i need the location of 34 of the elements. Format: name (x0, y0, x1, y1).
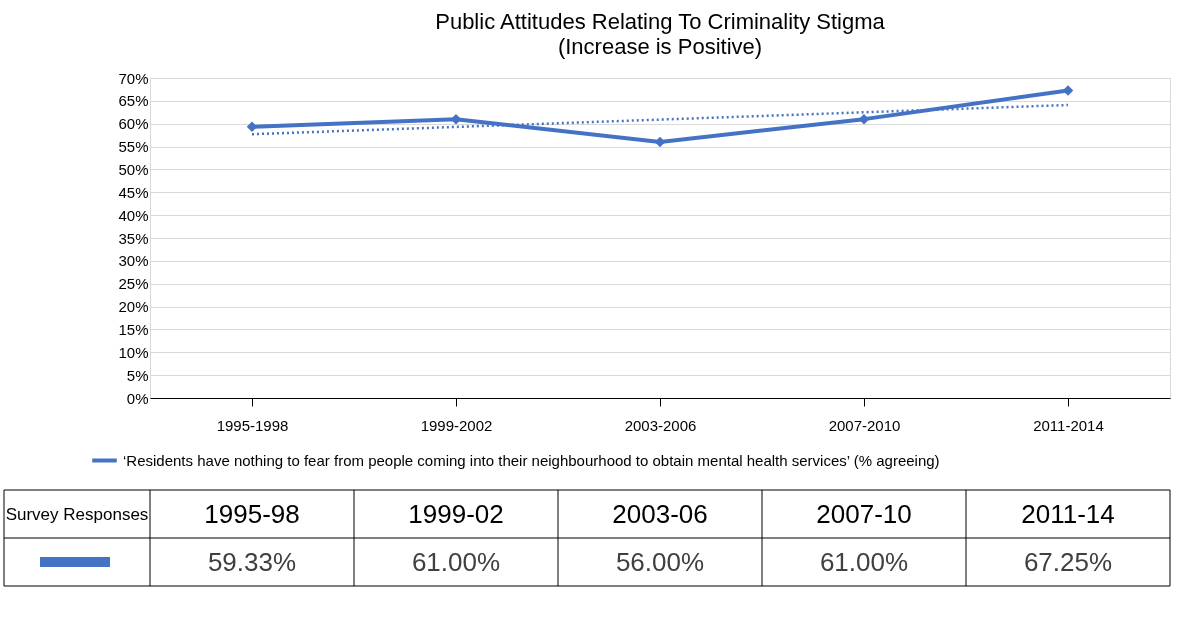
text: 2007-10 (816, 499, 912, 529)
text: 2011-14 (1021, 499, 1115, 529)
x-tick-label: 1995-1998 (216, 416, 289, 434)
y-tick-label: 65% (118, 92, 149, 110)
x-tick-label: 2007-2010 (828, 416, 901, 434)
y-tick-label: 30% (118, 252, 149, 270)
y-tick-label: 40% (118, 206, 149, 224)
y-tick-label: 35% (118, 229, 149, 247)
x-tick-label: 2011-2014 (1033, 416, 1104, 434)
x-tick-label: 2003-2006 (624, 416, 697, 434)
y-tick-label: 25% (118, 275, 149, 293)
text: Survey Responses (5, 505, 149, 524)
data-label: 61.00% (411, 547, 501, 577)
y-tick-label: 20% (118, 298, 149, 316)
x-tick-label: 1999-2002 (420, 416, 493, 434)
legend-label: ‘Residents have nothing to fear from people coming into their neighbourhood to obtain mental health services’ (% agreeing) (123, 451, 940, 469)
y-tick-label: 55% (118, 138, 149, 156)
chart-subtitle: (Increase is Positive) (557, 34, 763, 59)
text: 1999-02 (408, 499, 504, 529)
y-tick-label: 5% (126, 366, 149, 384)
data-label: 59.33% (207, 547, 297, 577)
text: 2003-06 (612, 499, 708, 529)
y-tick-label: 45% (118, 183, 149, 201)
chart-title: Public Attitudes Relating To Criminality Stigma (435, 9, 886, 34)
text: 1995-98 (204, 499, 300, 529)
y-tick-label: 15% (118, 320, 149, 338)
y-tick-label: 0% (126, 389, 149, 407)
y-tick-label: 50% (118, 160, 149, 178)
y-tick-label: 70% (118, 69, 149, 87)
data-label: 61.00% (819, 547, 909, 577)
data-label: 67.25% (1023, 547, 1113, 577)
data-label: 56.00% (615, 547, 705, 577)
y-tick-label: 10% (118, 343, 149, 361)
y-tick-label: 60% (118, 115, 149, 133)
